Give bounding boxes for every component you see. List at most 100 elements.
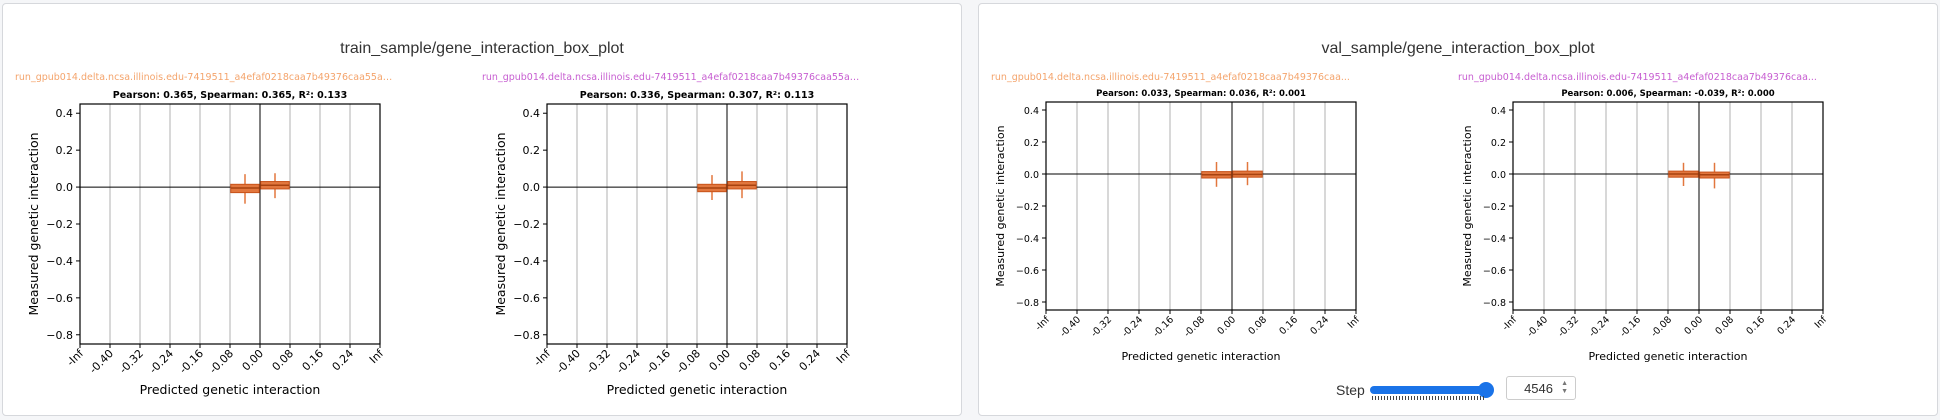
run-label[interactable]: run_gpub014.delta.ncsa.illinois.edu-7419… bbox=[15, 72, 395, 83]
x-tick-label: -0.08 bbox=[674, 347, 703, 376]
y-tick-label: −0.4 bbox=[46, 255, 73, 268]
x-tick-label: -0.32 bbox=[117, 347, 146, 376]
y-tick-label: −0.4 bbox=[1016, 234, 1039, 245]
x-tick-label: 0.16 bbox=[767, 347, 794, 374]
box-plot: Pearson: 0.365, Spearman: 0.365, R²: 0.1… bbox=[26, 90, 387, 397]
x-tick-label: 0.24 bbox=[797, 347, 824, 374]
x-tick-label: 0.16 bbox=[300, 347, 327, 374]
box-plot: Pearson: 0.336, Spearman: 0.307, R²: 0.1… bbox=[493, 90, 854, 397]
y-tick-label: −0.6 bbox=[1483, 266, 1506, 277]
x-tick-label: -0.16 bbox=[177, 347, 206, 376]
panel-val: val_sample/gene_interaction_box_plot run… bbox=[978, 3, 1938, 416]
run-label[interactable]: run_gpub014.delta.ncsa.illinois.edu-7419… bbox=[991, 72, 1350, 83]
spinner-icon[interactable]: ▲ ▼ bbox=[1561, 380, 1568, 395]
box bbox=[1668, 162, 1699, 186]
x-tick-label: -0.40 bbox=[1525, 314, 1550, 339]
panel-title: val_sample/gene_interaction_box_plot bbox=[1321, 40, 1595, 57]
run-label[interactable]: run_gpub014.delta.ncsa.illinois.edu-7419… bbox=[1458, 72, 1817, 83]
x-axis-label: Predicted genetic interaction bbox=[607, 382, 788, 397]
box-plot: Pearson: 0.033, Spearman: 0.036, R²: 0.0… bbox=[994, 89, 1363, 363]
x-tick-label: Inf bbox=[1813, 314, 1830, 331]
y-tick-label: 0.2 bbox=[523, 144, 541, 157]
x-axis-label: Predicted genetic interaction bbox=[1121, 350, 1280, 363]
x-tick-label: -0.16 bbox=[1618, 314, 1643, 339]
y-tick-label: −0.6 bbox=[513, 292, 540, 305]
x-tick-label: -Inf bbox=[531, 346, 554, 369]
y-axis-label: Measured genetic interaction bbox=[26, 132, 41, 315]
y-tick-label: −0.8 bbox=[46, 329, 73, 342]
x-tick-label: Inf bbox=[1346, 314, 1363, 331]
y-tick-label: −0.8 bbox=[513, 329, 540, 342]
box bbox=[697, 175, 727, 200]
box bbox=[727, 171, 757, 199]
plot-title: Pearson: 0.336, Spearman: 0.307, R²: 0.1… bbox=[580, 90, 814, 101]
box bbox=[1699, 162, 1730, 189]
box-plot: Pearson: 0.006, Spearman: -0.039, R²: 0.… bbox=[1461, 89, 1830, 363]
step-label: Step bbox=[1336, 382, 1365, 398]
y-axis-label: Measured genetic interaction bbox=[493, 132, 508, 315]
panel-title: train_sample/gene_interaction_box_plot bbox=[340, 40, 624, 57]
y-tick-label: −0.8 bbox=[1016, 298, 1039, 309]
x-tick-label: 0.00 bbox=[707, 347, 734, 374]
y-tick-label: 0.4 bbox=[1024, 106, 1039, 117]
x-tick-label: -0.32 bbox=[1089, 314, 1114, 339]
x-tick-label: Inf bbox=[834, 346, 854, 366]
y-tick-label: −0.2 bbox=[1483, 202, 1506, 213]
y-tick-label: −0.8 bbox=[1483, 298, 1506, 309]
x-tick-label: -0.40 bbox=[87, 347, 116, 376]
step-input[interactable]: 4546 ▲ ▼ bbox=[1506, 376, 1576, 400]
y-tick-label: 0.2 bbox=[56, 144, 74, 157]
x-tick-label: Inf bbox=[367, 346, 387, 366]
x-tick-label: -0.40 bbox=[1058, 314, 1083, 339]
x-tick-label: -0.08 bbox=[207, 347, 236, 376]
y-tick-label: −0.2 bbox=[1016, 202, 1039, 213]
x-tick-label: -0.16 bbox=[644, 347, 673, 376]
x-tick-label: 0.24 bbox=[1308, 314, 1331, 337]
x-axis-label: Predicted genetic interaction bbox=[1588, 350, 1747, 363]
x-tick-label: -Inf bbox=[1033, 314, 1052, 333]
y-tick-label: −0.4 bbox=[1483, 234, 1506, 245]
x-tick-label: -0.08 bbox=[1649, 314, 1674, 339]
x-tick-label: -0.08 bbox=[1182, 314, 1207, 339]
x-tick-label: 0.08 bbox=[1713, 314, 1736, 337]
x-tick-label: 0.00 bbox=[1682, 314, 1705, 337]
y-tick-label: 0.4 bbox=[1491, 106, 1506, 117]
step-slider-track[interactable] bbox=[1370, 386, 1488, 394]
x-tick-label: 0.00 bbox=[240, 347, 267, 374]
y-tick-label: 0.0 bbox=[1024, 170, 1039, 181]
box bbox=[260, 173, 290, 199]
y-tick-label: −0.2 bbox=[513, 218, 540, 231]
y-tick-label: 0.4 bbox=[523, 107, 541, 120]
box bbox=[1232, 162, 1263, 186]
y-tick-label: −0.6 bbox=[46, 292, 73, 305]
run-label[interactable]: run_gpub014.delta.ncsa.illinois.edu-7419… bbox=[482, 72, 862, 83]
y-axis-label: Measured genetic interaction bbox=[1461, 125, 1474, 286]
x-tick-label: 0.16 bbox=[1277, 314, 1300, 337]
step-value: 4546 bbox=[1524, 381, 1553, 396]
x-tick-label: 0.24 bbox=[1775, 314, 1798, 337]
step-slider-ticks bbox=[1372, 396, 1484, 400]
x-tick-label: -Inf bbox=[1500, 314, 1519, 333]
x-tick-label: -0.24 bbox=[614, 347, 643, 376]
y-tick-label: −0.2 bbox=[46, 218, 73, 231]
x-axis-label: Predicted genetic interaction bbox=[140, 382, 321, 397]
y-tick-label: 0.0 bbox=[1491, 170, 1506, 181]
plot-title: Pearson: 0.365, Spearman: 0.365, R²: 0.1… bbox=[113, 90, 347, 101]
y-tick-label: −0.4 bbox=[513, 255, 540, 268]
x-tick-label: 0.16 bbox=[1744, 314, 1767, 337]
x-tick-label: 0.24 bbox=[330, 347, 357, 374]
x-tick-label: -0.24 bbox=[1120, 314, 1145, 339]
y-tick-label: −0.6 bbox=[1016, 266, 1039, 277]
y-tick-label: 0.0 bbox=[523, 181, 541, 194]
x-tick-label: 0.08 bbox=[270, 347, 297, 374]
x-tick-label: -0.40 bbox=[554, 347, 583, 376]
panel-train: train_sample/gene_interaction_box_plot r… bbox=[2, 3, 962, 416]
x-tick-label: -0.16 bbox=[1151, 314, 1176, 339]
x-tick-label: 0.08 bbox=[737, 347, 764, 374]
box bbox=[230, 174, 260, 204]
x-tick-label: -0.24 bbox=[147, 347, 176, 376]
x-tick-label: 0.00 bbox=[1215, 314, 1238, 337]
step-slider-thumb[interactable] bbox=[1478, 382, 1494, 398]
y-tick-label: 0.2 bbox=[1024, 138, 1039, 149]
box bbox=[1201, 162, 1232, 187]
